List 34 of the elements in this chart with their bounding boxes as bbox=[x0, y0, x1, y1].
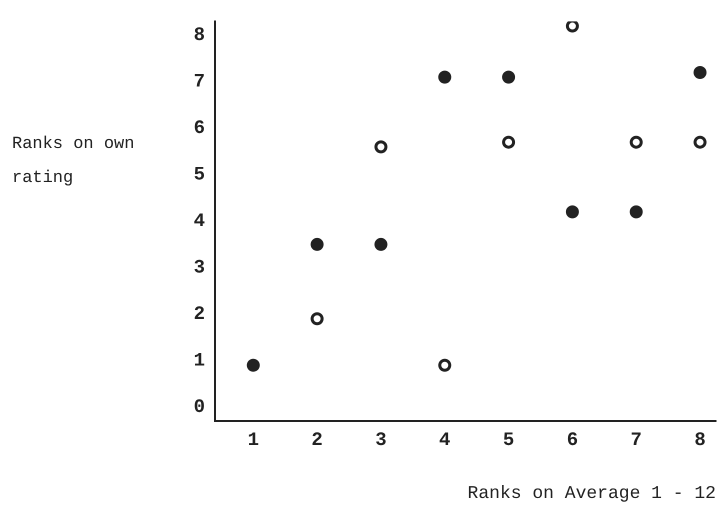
x-tick-label: 7 bbox=[630, 429, 642, 452]
point bbox=[566, 205, 579, 218]
x-axis-title: Ranks on Average 1 - 12 bbox=[468, 484, 716, 504]
y-tick-label: 5 bbox=[194, 164, 205, 186]
y-tick-label: 8 bbox=[194, 24, 205, 46]
point bbox=[630, 136, 643, 149]
x-tick-label: 8 bbox=[694, 429, 706, 452]
point bbox=[566, 21, 579, 33]
y-tick-label: 2 bbox=[194, 302, 205, 325]
point bbox=[374, 140, 388, 154]
point bbox=[310, 238, 324, 251]
point bbox=[246, 358, 260, 372]
point bbox=[438, 358, 452, 372]
y-tick-label: 0 bbox=[194, 396, 205, 418]
point bbox=[694, 136, 707, 149]
y-tick-label: 1 bbox=[194, 349, 205, 372]
point bbox=[438, 70, 452, 84]
x-tick-label: 5 bbox=[502, 429, 514, 452]
point bbox=[694, 66, 707, 80]
x-tick-label: 1 bbox=[248, 429, 259, 452]
point bbox=[502, 136, 516, 149]
point bbox=[310, 312, 324, 326]
y-axis-title: Ranks on own rating bbox=[12, 134, 136, 190]
point bbox=[374, 238, 388, 251]
y-tick-label: 7 bbox=[194, 70, 205, 93]
x-tick-label: 3 bbox=[375, 429, 387, 452]
x-tick-label: 4 bbox=[439, 429, 450, 452]
y-tick-label: 6 bbox=[194, 117, 205, 140]
point bbox=[630, 205, 643, 218]
y-tick-label: 4 bbox=[194, 210, 205, 232]
x-tick-label: 2 bbox=[311, 429, 323, 452]
x-tick-label: 6 bbox=[566, 429, 578, 452]
point bbox=[502, 70, 516, 84]
y-tick-label: 3 bbox=[194, 256, 205, 278]
